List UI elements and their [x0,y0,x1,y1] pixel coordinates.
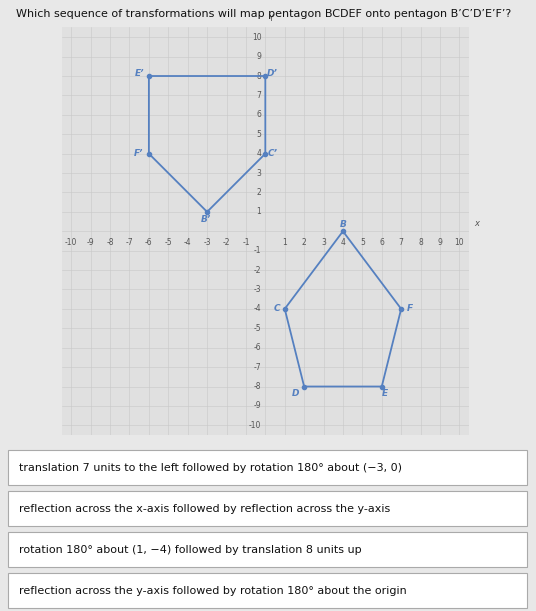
Text: -2: -2 [254,266,262,274]
Text: 9: 9 [257,52,262,61]
Text: B: B [339,220,346,229]
Text: 2: 2 [302,238,307,247]
Text: -10: -10 [65,238,77,247]
Text: Which sequence of transformations will map pentagon BCDEF onto pentagon B’C’D’E’: Which sequence of transformations will m… [16,9,511,19]
Text: reflection across the y-axis followed by rotation 180° about the origin: reflection across the y-axis followed by… [19,585,406,596]
Text: translation 7 units to the left followed by rotation 180° about (−3, 0): translation 7 units to the left followed… [19,463,402,473]
Text: 2: 2 [257,188,262,197]
Text: -7: -7 [125,238,133,247]
Text: F’: F’ [133,149,143,158]
Text: -9: -9 [254,401,262,411]
Text: -7: -7 [254,362,262,371]
Text: reflection across the x-axis followed by reflection across the y-axis: reflection across the x-axis followed by… [19,503,390,514]
Text: B’: B’ [201,215,211,224]
Text: 8: 8 [257,71,262,81]
Text: 7: 7 [399,238,404,247]
Text: -9: -9 [87,238,94,247]
Text: D’: D’ [267,68,278,78]
Text: -6: -6 [254,343,262,352]
Text: -5: -5 [254,324,262,333]
Text: E’: E’ [135,68,144,78]
Text: 9: 9 [437,238,442,247]
Text: 6: 6 [257,111,262,119]
Text: 6: 6 [379,238,384,247]
Text: Y: Y [268,13,273,23]
Text: -1: -1 [254,246,262,255]
Text: E: E [382,389,388,398]
Text: 3: 3 [321,238,326,247]
Text: 3: 3 [257,169,262,178]
Text: 1: 1 [257,207,262,216]
Text: 5: 5 [360,238,365,247]
Text: rotation 180° about (1, −4) followed by translation 8 units up: rotation 180° about (1, −4) followed by … [19,544,361,555]
Text: -4: -4 [184,238,191,247]
Text: C: C [274,304,280,313]
Text: -8: -8 [254,382,262,391]
Text: 5: 5 [257,130,262,139]
Text: x: x [474,219,479,229]
Text: 4: 4 [257,149,262,158]
Text: -4: -4 [254,304,262,313]
Text: 10: 10 [252,33,262,42]
Text: -3: -3 [254,285,262,294]
Text: 4: 4 [340,238,345,247]
Text: 1: 1 [282,238,287,247]
Text: -1: -1 [242,238,250,247]
Text: -10: -10 [249,421,262,430]
Text: -3: -3 [203,238,211,247]
Text: D: D [292,389,299,398]
Text: -5: -5 [165,238,172,247]
Text: 8: 8 [418,238,423,247]
Text: 7: 7 [257,91,262,100]
Text: -2: -2 [223,238,230,247]
Text: 10: 10 [455,238,464,247]
Text: F: F [407,304,413,313]
Text: -6: -6 [145,238,153,247]
Text: C’: C’ [268,149,278,158]
Text: -8: -8 [106,238,114,247]
